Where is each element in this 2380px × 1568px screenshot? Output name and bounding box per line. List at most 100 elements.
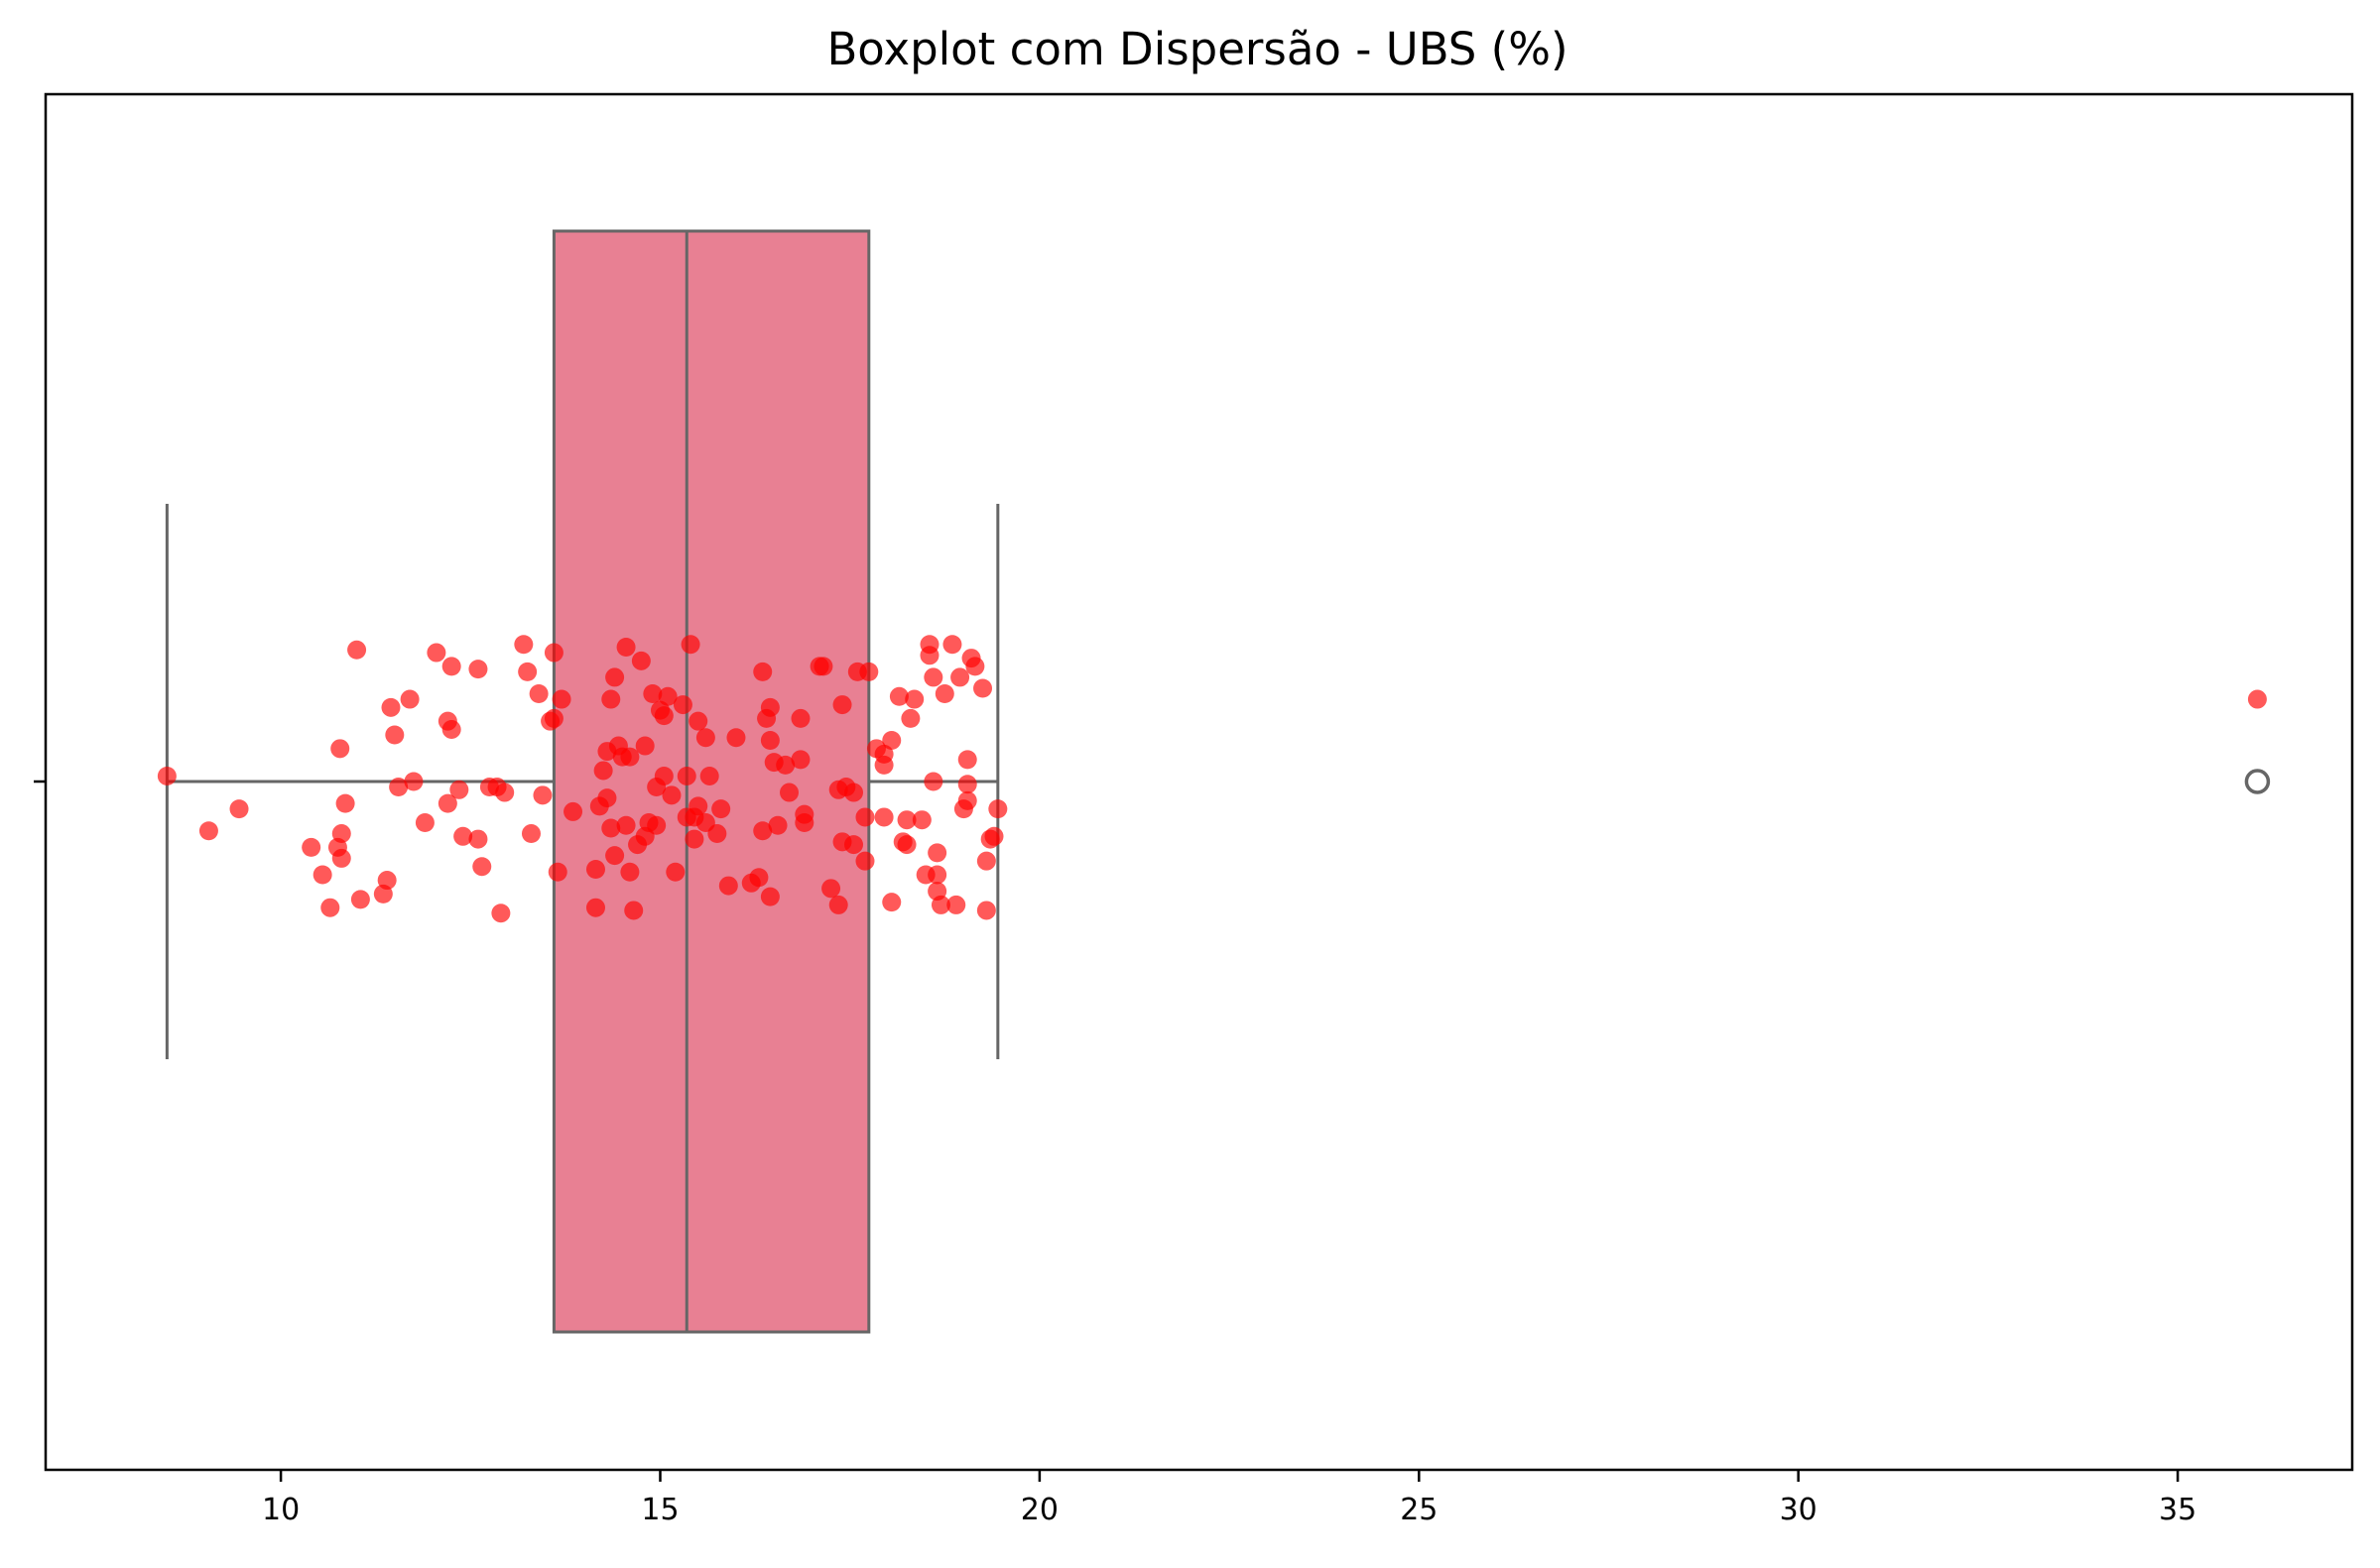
x-tick-label: 35	[2159, 1493, 2196, 1527]
scatter-point	[385, 725, 405, 745]
scatter-point	[973, 678, 993, 698]
scatter-point	[874, 744, 894, 764]
scatter-point	[544, 708, 564, 728]
scatter-point	[631, 651, 651, 670]
scatter-point	[901, 708, 921, 728]
scatter-point	[855, 851, 875, 871]
scatter-point	[695, 728, 715, 748]
scatter-point	[753, 821, 773, 841]
x-tick-label: 20	[1021, 1493, 1059, 1527]
outliers	[2244, 769, 2271, 794]
scatter-point	[585, 898, 605, 917]
scatter-point	[711, 799, 731, 819]
scatter-point	[654, 706, 674, 726]
scatter-point	[844, 835, 864, 855]
scatter-point	[400, 689, 420, 709]
scatter-point	[514, 635, 534, 655]
scatter-points	[157, 635, 2267, 923]
scatter-point	[449, 780, 469, 799]
scatter-point	[780, 783, 800, 802]
scatter-point	[377, 871, 397, 891]
scatter-point	[957, 790, 977, 810]
scatter-point	[389, 778, 409, 797]
scatter-point	[229, 799, 249, 819]
scatter-point	[795, 812, 814, 832]
scatter-point	[924, 667, 943, 687]
scatter-point	[616, 638, 636, 658]
scatter-point	[320, 898, 340, 917]
scatter-point	[935, 684, 954, 704]
scatter-point	[699, 766, 719, 785]
scatter-point	[453, 826, 473, 846]
scatter-point	[601, 818, 621, 838]
scatter-point	[946, 895, 966, 914]
scatter-point	[681, 635, 700, 655]
scatter-point	[533, 785, 553, 805]
scatter-point	[620, 747, 640, 767]
scatter-point	[331, 848, 351, 868]
scatter-point	[601, 689, 621, 709]
scatter-point	[643, 684, 663, 704]
x-tick-label: 25	[1400, 1493, 1438, 1527]
scatter-point	[441, 719, 461, 739]
scatter-point	[597, 788, 617, 808]
scatter-point	[942, 635, 962, 655]
scatter-point	[335, 793, 355, 813]
scatter-point	[760, 887, 780, 906]
scatter-point	[776, 755, 796, 775]
scatter-point	[620, 862, 640, 882]
scatter-point	[855, 807, 875, 827]
chart-title: Boxplot com Dispersão - UBS (%)	[826, 23, 1567, 75]
scatter-point	[330, 739, 350, 759]
scatter-point	[472, 857, 492, 877]
x-tick-label: 30	[1780, 1493, 1817, 1527]
scatter-point	[828, 895, 848, 914]
scatter-point	[350, 890, 370, 909]
scatter-point	[814, 657, 833, 676]
scatter-point	[552, 689, 571, 709]
scatter-point	[928, 865, 947, 885]
scatter-point	[821, 879, 841, 899]
scatter-point	[957, 775, 977, 794]
scatter-point	[753, 662, 773, 681]
scatter-point	[791, 750, 811, 770]
scatter-point	[585, 859, 605, 879]
scatter-point	[381, 697, 401, 717]
scatter-point	[760, 731, 780, 751]
scatter-point	[677, 766, 696, 785]
scatter-point	[302, 837, 321, 857]
scatter-point	[2247, 689, 2267, 709]
scatter-point	[912, 810, 932, 830]
scatter-point	[889, 686, 909, 706]
scatter-point	[791, 708, 811, 728]
scatter-point	[928, 843, 947, 863]
scatter-point	[198, 821, 218, 841]
scatter-point	[662, 785, 682, 805]
scatter-point	[859, 662, 879, 681]
scatter-point	[689, 711, 708, 731]
scatter-point	[673, 695, 692, 715]
scatter-point	[347, 640, 367, 660]
scatter-point	[441, 657, 461, 676]
scatter-point	[427, 643, 446, 663]
scatter-point	[438, 793, 457, 813]
scatter-point	[931, 895, 950, 914]
scatter-point	[685, 829, 704, 849]
scatter-point	[976, 901, 996, 920]
scatter-point	[976, 851, 996, 871]
scatter-point	[468, 660, 488, 679]
scatter-point	[950, 667, 970, 687]
scatter-point	[897, 835, 917, 855]
scatter-point	[749, 868, 769, 888]
scatter-point	[760, 697, 780, 717]
scatter-point	[718, 876, 738, 896]
scatter-point	[984, 826, 1004, 846]
scatter-point	[548, 862, 567, 882]
outlier-marker	[2244, 769, 2271, 794]
scatter-point	[544, 643, 564, 663]
scatter-point	[624, 901, 644, 920]
scatter-point	[897, 810, 917, 830]
scatter-point	[616, 815, 636, 835]
scatter-point	[844, 783, 864, 802]
scatter-point	[593, 761, 613, 781]
